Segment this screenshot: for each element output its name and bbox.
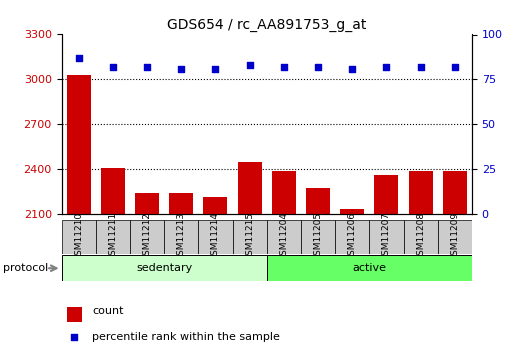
- Bar: [232, 220, 267, 254]
- Text: GSM11210: GSM11210: [74, 212, 83, 261]
- Bar: [164, 220, 199, 254]
- Bar: [62, 255, 267, 281]
- Bar: [443, 170, 467, 345]
- Point: [109, 64, 117, 70]
- Bar: [96, 220, 130, 254]
- Point: [382, 64, 390, 70]
- Text: GSM11207: GSM11207: [382, 212, 391, 261]
- Text: GSM11205: GSM11205: [313, 212, 323, 261]
- Text: active: active: [352, 263, 386, 273]
- Bar: [267, 220, 301, 254]
- Bar: [267, 255, 472, 281]
- Text: GSM11212: GSM11212: [143, 212, 151, 261]
- Point: [177, 66, 185, 71]
- Text: percentile rank within the sample: percentile rank within the sample: [92, 333, 280, 342]
- Text: count: count: [92, 306, 124, 316]
- Text: GSM11206: GSM11206: [348, 212, 357, 261]
- Bar: [62, 220, 96, 254]
- Text: GSM11213: GSM11213: [177, 212, 186, 261]
- Bar: [409, 170, 432, 345]
- Point: [143, 64, 151, 70]
- Bar: [135, 193, 159, 345]
- Point: [348, 66, 357, 71]
- Point: [211, 66, 220, 71]
- Text: GSM11214: GSM11214: [211, 212, 220, 261]
- Point: [451, 64, 459, 70]
- Point: [280, 64, 288, 70]
- Bar: [204, 197, 227, 345]
- Bar: [67, 302, 82, 322]
- Text: GSM11209: GSM11209: [450, 212, 459, 261]
- Text: GSM11208: GSM11208: [416, 212, 425, 261]
- Point: [246, 62, 254, 68]
- Bar: [374, 175, 399, 345]
- Text: sedentary: sedentary: [136, 263, 192, 273]
- Bar: [306, 188, 330, 345]
- Point: [74, 55, 83, 61]
- Point: [417, 64, 425, 70]
- Text: GSM11215: GSM11215: [245, 212, 254, 261]
- Bar: [101, 168, 125, 345]
- Bar: [67, 75, 91, 345]
- Bar: [438, 220, 472, 254]
- Bar: [199, 220, 232, 254]
- Bar: [404, 220, 438, 254]
- Bar: [272, 170, 296, 345]
- Bar: [340, 209, 364, 345]
- Bar: [169, 193, 193, 345]
- Text: GSM11204: GSM11204: [280, 212, 288, 261]
- Title: GDS654 / rc_AA891753_g_at: GDS654 / rc_AA891753_g_at: [167, 18, 366, 32]
- Bar: [335, 220, 369, 254]
- Bar: [130, 220, 164, 254]
- Point: [314, 64, 322, 70]
- Text: GSM11211: GSM11211: [108, 212, 117, 261]
- Text: protocol: protocol: [3, 263, 48, 273]
- Bar: [369, 220, 404, 254]
- Bar: [238, 161, 262, 345]
- Bar: [301, 220, 335, 254]
